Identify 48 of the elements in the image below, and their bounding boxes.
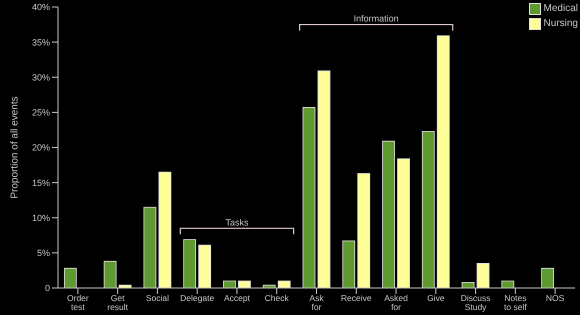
bar bbox=[318, 70, 330, 288]
x-tick-label: Social bbox=[146, 293, 170, 303]
x-tick-label: Ask for bbox=[309, 293, 324, 312]
y-tick-label: 0 bbox=[44, 283, 50, 294]
bar bbox=[64, 268, 77, 288]
bar bbox=[144, 206, 156, 288]
y-tick-label: 5% bbox=[36, 248, 50, 258]
x-tick-label: Order test bbox=[67, 293, 89, 312]
y-tick-label: 20% bbox=[32, 142, 50, 153]
bar bbox=[342, 240, 356, 288]
x-tick-label: Delegate bbox=[180, 293, 214, 303]
bar bbox=[382, 140, 395, 288]
y-tick-label: 35% bbox=[32, 37, 50, 48]
x-tick-label: NOS bbox=[546, 293, 565, 303]
bar bbox=[462, 282, 474, 288]
bar bbox=[397, 158, 410, 288]
bar bbox=[302, 107, 316, 288]
legend-label: Nursing bbox=[544, 17, 578, 30]
y-tick-label: 30% bbox=[32, 72, 50, 82]
y-axis-title: Proportion of all events bbox=[10, 96, 21, 199]
x-tick-label: Give bbox=[427, 293, 445, 303]
bar bbox=[422, 130, 435, 288]
bar bbox=[223, 280, 236, 288]
x-tick-label: Receive bbox=[340, 293, 372, 303]
bar bbox=[104, 260, 117, 288]
y-tick-label: 25% bbox=[32, 108, 50, 118]
annotation: Tasks bbox=[225, 217, 249, 228]
bar bbox=[541, 268, 554, 288]
bar bbox=[357, 173, 370, 288]
bar bbox=[183, 239, 196, 288]
bar bbox=[278, 280, 291, 288]
legend-label: Medical bbox=[544, 2, 578, 15]
bar bbox=[501, 280, 514, 288]
x-tick-label: Check bbox=[264, 293, 290, 303]
bar bbox=[158, 172, 172, 288]
y-tick-label: 10% bbox=[32, 212, 50, 223]
x-tick-label: Asked for bbox=[384, 293, 408, 312]
bar bbox=[238, 280, 251, 288]
bar bbox=[198, 244, 212, 288]
annotation: Information bbox=[354, 14, 399, 24]
x-tick-label: Discuss Study bbox=[460, 293, 490, 312]
y-tick-label: 15% bbox=[32, 178, 50, 188]
bar bbox=[436, 35, 450, 288]
y-tick-label: 40% bbox=[32, 2, 50, 12]
x-tick-label: Notes to self bbox=[504, 293, 528, 312]
x-tick-label: Accept bbox=[224, 293, 251, 303]
x-tick-label: Get result bbox=[107, 293, 129, 312]
bar bbox=[476, 263, 490, 288]
